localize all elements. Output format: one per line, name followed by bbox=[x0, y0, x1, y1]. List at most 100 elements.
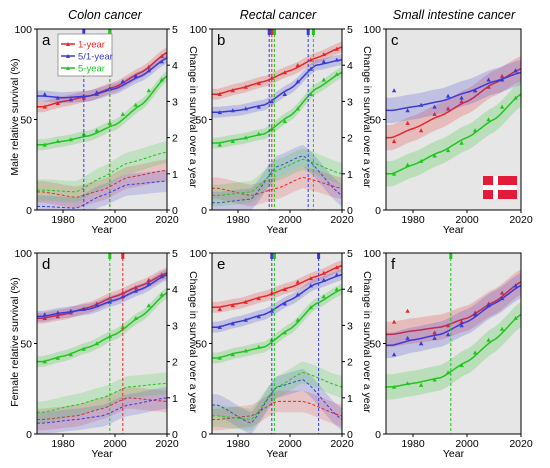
point-five-one-year bbox=[499, 296, 505, 301]
point-five-year bbox=[321, 77, 326, 82]
x-axis-label: Year bbox=[443, 448, 465, 460]
point-five-one-year bbox=[230, 108, 235, 113]
band-one-year bbox=[37, 47, 167, 113]
x-tick-label: 2020 bbox=[509, 214, 533, 226]
change-band-five-one-year bbox=[212, 368, 342, 434]
x-tick-label: 2020 bbox=[330, 214, 354, 226]
panel-letter: d bbox=[42, 256, 50, 273]
band-one-year bbox=[212, 260, 342, 313]
y-tick-label: 0 bbox=[26, 205, 32, 217]
point-one-year bbox=[282, 287, 287, 291]
point-five-one-year bbox=[295, 292, 300, 297]
point-one-year bbox=[256, 81, 261, 86]
point-five-one-year bbox=[405, 335, 410, 340]
y2-tick-label: 0 bbox=[347, 429, 353, 441]
point-five-year bbox=[94, 128, 99, 133]
point-five-year bbox=[391, 171, 397, 176]
change-band-five-year bbox=[212, 361, 342, 431]
point-one-year bbox=[499, 73, 505, 78]
point-five-one-year bbox=[472, 312, 478, 317]
changepoint-marker-five-year bbox=[108, 29, 112, 35]
point-one-year bbox=[308, 57, 313, 62]
right-axis-label-b: Change in survival over a year bbox=[361, 46, 373, 188]
y-tick-label: 0 bbox=[201, 205, 207, 217]
point-five-year bbox=[107, 120, 112, 125]
y2-tick-label: 0 bbox=[347, 205, 353, 217]
y-tick-label: 50 bbox=[195, 115, 207, 127]
panel-background bbox=[212, 29, 342, 210]
y2-tick-label: 5 bbox=[172, 248, 178, 260]
line-five-one-year bbox=[386, 71, 522, 112]
band-five-year bbox=[386, 81, 521, 187]
y-tick-label: 100 bbox=[14, 248, 32, 260]
point-five-year bbox=[499, 104, 505, 109]
panel-letter: e bbox=[217, 256, 225, 273]
change-band-five-one-year bbox=[37, 386, 167, 434]
legend-entry-five-year: 5-year bbox=[78, 64, 105, 75]
line-one-year bbox=[37, 51, 168, 108]
point-one-year bbox=[256, 296, 261, 301]
panel-letter: b bbox=[217, 32, 225, 49]
point-one-year bbox=[120, 290, 125, 295]
y2-tick-label: 1 bbox=[347, 393, 353, 405]
changepoint-marker-five-year bbox=[449, 253, 453, 259]
point-five-one-year bbox=[486, 303, 491, 308]
point-five-year bbox=[295, 317, 300, 322]
point-five-year bbox=[120, 111, 125, 116]
band-one-year bbox=[386, 269, 521, 348]
changepoint-marker-five-one-year bbox=[267, 29, 271, 35]
point-five-year bbox=[243, 348, 248, 353]
line-one-year bbox=[386, 68, 522, 139]
y-tick-label: 0 bbox=[26, 429, 32, 441]
point-five-year bbox=[432, 153, 437, 158]
y2-tick-label: 4 bbox=[172, 60, 178, 72]
x-axis-label: Year bbox=[91, 224, 113, 236]
point-five-one-year bbox=[55, 310, 60, 315]
point-five-year bbox=[230, 139, 235, 143]
point-five-one-year bbox=[418, 341, 424, 346]
y2-tick-label: 4 bbox=[172, 284, 178, 296]
line-one-year bbox=[212, 264, 343, 309]
point-one-year bbox=[334, 265, 339, 270]
point-five-one-year bbox=[499, 77, 505, 82]
point-five-one-year bbox=[256, 104, 261, 109]
point-five-one-year bbox=[94, 90, 99, 95]
point-five-year bbox=[55, 139, 60, 143]
point-five-year bbox=[68, 352, 73, 357]
point-five-year bbox=[486, 337, 491, 342]
change-band-one-year bbox=[37, 159, 167, 209]
x-axis-label: Year bbox=[443, 224, 465, 236]
point-five-year bbox=[295, 106, 300, 111]
point-five-year bbox=[418, 382, 424, 387]
point-five-year bbox=[459, 140, 464, 145]
point-five-one-year bbox=[321, 59, 326, 64]
point-five-one-year bbox=[133, 73, 138, 78]
x-axis-label: Year bbox=[266, 224, 288, 236]
point-five-year bbox=[133, 102, 138, 107]
point-five-year bbox=[282, 119, 287, 124]
y-tick-label: 50 bbox=[20, 115, 32, 127]
point-five-one-year bbox=[217, 110, 222, 115]
y-tick-label: 0 bbox=[375, 429, 381, 441]
y2-tick-label: 1 bbox=[172, 393, 178, 405]
point-one-year bbox=[55, 101, 60, 105]
point-one-year bbox=[243, 84, 248, 89]
point-five-year bbox=[107, 334, 112, 339]
band-one-year bbox=[386, 56, 521, 151]
x-tick-label: 1980 bbox=[51, 214, 75, 226]
changepoint-marker-five-year bbox=[108, 253, 112, 259]
point-one-year bbox=[269, 290, 274, 295]
point-one-year bbox=[230, 88, 235, 93]
point-one-year bbox=[334, 46, 339, 51]
changepoint-marker-one-year bbox=[270, 29, 274, 35]
panel-a: 0 50 100 0 1 2 3 4 5 1980 2000 2020 Year a 1-year5/1-y… bbox=[14, 24, 178, 236]
change-line-five-one-year bbox=[37, 397, 168, 424]
point-five-year bbox=[256, 344, 261, 349]
point-five-year bbox=[405, 381, 410, 386]
legend-marker-one-year bbox=[66, 42, 70, 46]
point-five-year bbox=[445, 148, 451, 153]
point-five-year bbox=[282, 330, 287, 335]
point-five-year bbox=[81, 131, 86, 136]
point-five-one-year bbox=[159, 274, 164, 279]
point-one-year bbox=[42, 104, 47, 109]
